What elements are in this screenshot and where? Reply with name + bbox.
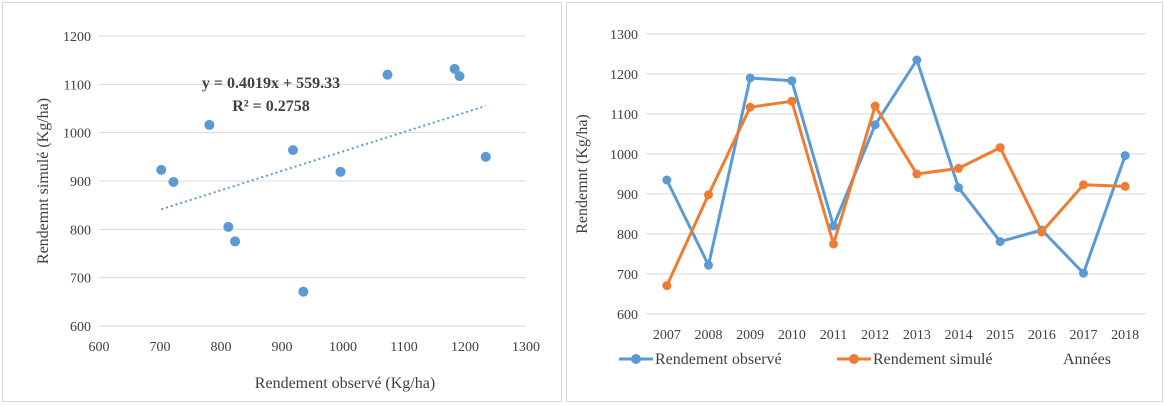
series-point-observed xyxy=(912,55,922,65)
line-chart: 600 700 800 900 1000 1100 1200 1300 2007 2008 2009… xyxy=(574,28,1146,368)
series-line-observed xyxy=(665,58,1127,275)
scatter-point xyxy=(287,145,298,156)
line-chart-panel: 600 700 800 900 1000 1100 1200 1300 2007 2008 2009… xyxy=(566,2,1163,402)
scatter-point xyxy=(156,164,167,175)
y-tick-label: 600 xyxy=(617,308,638,323)
x-tick-label: 700 xyxy=(150,340,171,355)
y-tick-label: 900 xyxy=(617,188,638,203)
x-tick-label: 2007 xyxy=(653,328,681,343)
x-tick-label: 2014 xyxy=(945,328,973,343)
scatter-point xyxy=(335,166,346,177)
scatter-point xyxy=(230,236,241,247)
scatter-point xyxy=(382,69,393,80)
series-point-observed xyxy=(662,175,672,185)
x-axis-title: Années xyxy=(1063,351,1111,368)
y-tick-label: 700 xyxy=(617,268,638,283)
series-point-observed xyxy=(954,183,963,193)
series-point-simulated xyxy=(1037,227,1047,237)
y-tick-label: 1200 xyxy=(63,30,91,45)
x-tick-label: 2011 xyxy=(820,328,847,343)
scatter-point xyxy=(204,119,215,130)
x-axis-title: Rendement observé (Kg/ha) xyxy=(255,375,435,392)
legend-swatch-marker xyxy=(631,354,641,364)
x-tick-label: 600 xyxy=(89,340,110,355)
series-point-simulated xyxy=(954,163,963,173)
series-point-observed xyxy=(1120,151,1130,161)
x-tick-label: 2009 xyxy=(736,328,764,343)
x-tick-label: 2018 xyxy=(1111,328,1139,343)
x-tick-label: 2017 xyxy=(1070,328,1098,343)
series-point-simulated xyxy=(704,190,713,200)
scatter-point xyxy=(298,286,309,297)
x-tick-label: 2013 xyxy=(903,328,931,343)
series-point-simulated xyxy=(870,101,880,111)
x-tick-label: 2015 xyxy=(986,328,1014,343)
scatter-chart: 600 700 800 900 1000 1100 1200 600 700 800 900 1000… xyxy=(35,30,540,392)
series-point-simulated xyxy=(995,143,1005,153)
y-axis-title: Rendemnt (Kg/ha) xyxy=(574,114,591,234)
series-point-simulated xyxy=(662,281,672,291)
x-tick-label: 1300 xyxy=(512,340,540,355)
x-tick-label: 2008 xyxy=(695,328,723,343)
y-tick-label: 1000 xyxy=(63,127,91,142)
series-point-simulated xyxy=(1079,180,1088,190)
x-tick-label: 1100 xyxy=(390,340,417,355)
y-tick-label: 1100 xyxy=(611,108,638,123)
x-tick-label: 1200 xyxy=(451,340,479,355)
trendline xyxy=(160,104,487,211)
y-tick-label: 1100 xyxy=(64,78,91,93)
y-tick-label: 1200 xyxy=(610,68,638,83)
scatter-point xyxy=(168,176,179,187)
y-tick-label: 900 xyxy=(70,175,91,190)
x-tick-label: 800 xyxy=(211,340,232,355)
legend-swatch-marker xyxy=(849,354,859,364)
y-tick-label: 700 xyxy=(70,272,91,287)
x-tick-label: 2016 xyxy=(1028,328,1056,343)
series-point-observed xyxy=(995,237,1005,247)
x-tick-label: 900 xyxy=(272,340,293,355)
legend-label: Rendement simulé xyxy=(873,351,993,368)
scatter-point xyxy=(480,151,491,162)
series-point-observed xyxy=(787,76,797,86)
series-point-observed xyxy=(1079,268,1088,278)
trendline-equation: y = 0.4019x + 559.33 xyxy=(202,75,340,92)
legend-label: Rendement observé xyxy=(655,351,782,368)
series-point-simulated xyxy=(745,102,755,112)
scatter-point xyxy=(223,221,234,232)
series-point-observed xyxy=(829,221,838,231)
x-tick-label: 2012 xyxy=(861,328,889,343)
series-line-simulated xyxy=(665,99,1126,287)
y-tick-label: 800 xyxy=(617,228,638,243)
r-squared-label: R² = 0.2758 xyxy=(232,98,309,115)
x-tick-label: 1000 xyxy=(329,340,357,355)
scatter-chart-panel: 600 700 800 900 1000 1100 1200 600 700 800 900 1000… xyxy=(2,2,562,402)
y-tick-label: 1300 xyxy=(610,28,638,43)
series-point-simulated xyxy=(829,239,838,249)
series-point-simulated xyxy=(1120,181,1130,191)
y-tick-label: 600 xyxy=(70,320,91,335)
y-tick-label: 1000 xyxy=(610,148,638,163)
series-point-observed xyxy=(704,260,713,270)
y-tick-label: 800 xyxy=(70,223,91,238)
y-axis-title: Rendemnt simulé (Kg/ha) xyxy=(35,98,52,264)
scatter-point xyxy=(454,71,465,82)
series-point-simulated xyxy=(912,169,922,179)
series-point-observed xyxy=(870,120,880,130)
series-point-simulated xyxy=(787,96,797,106)
x-tick-label: 2010 xyxy=(778,328,806,343)
series-point-observed xyxy=(745,73,755,83)
scatter-point xyxy=(449,63,460,74)
